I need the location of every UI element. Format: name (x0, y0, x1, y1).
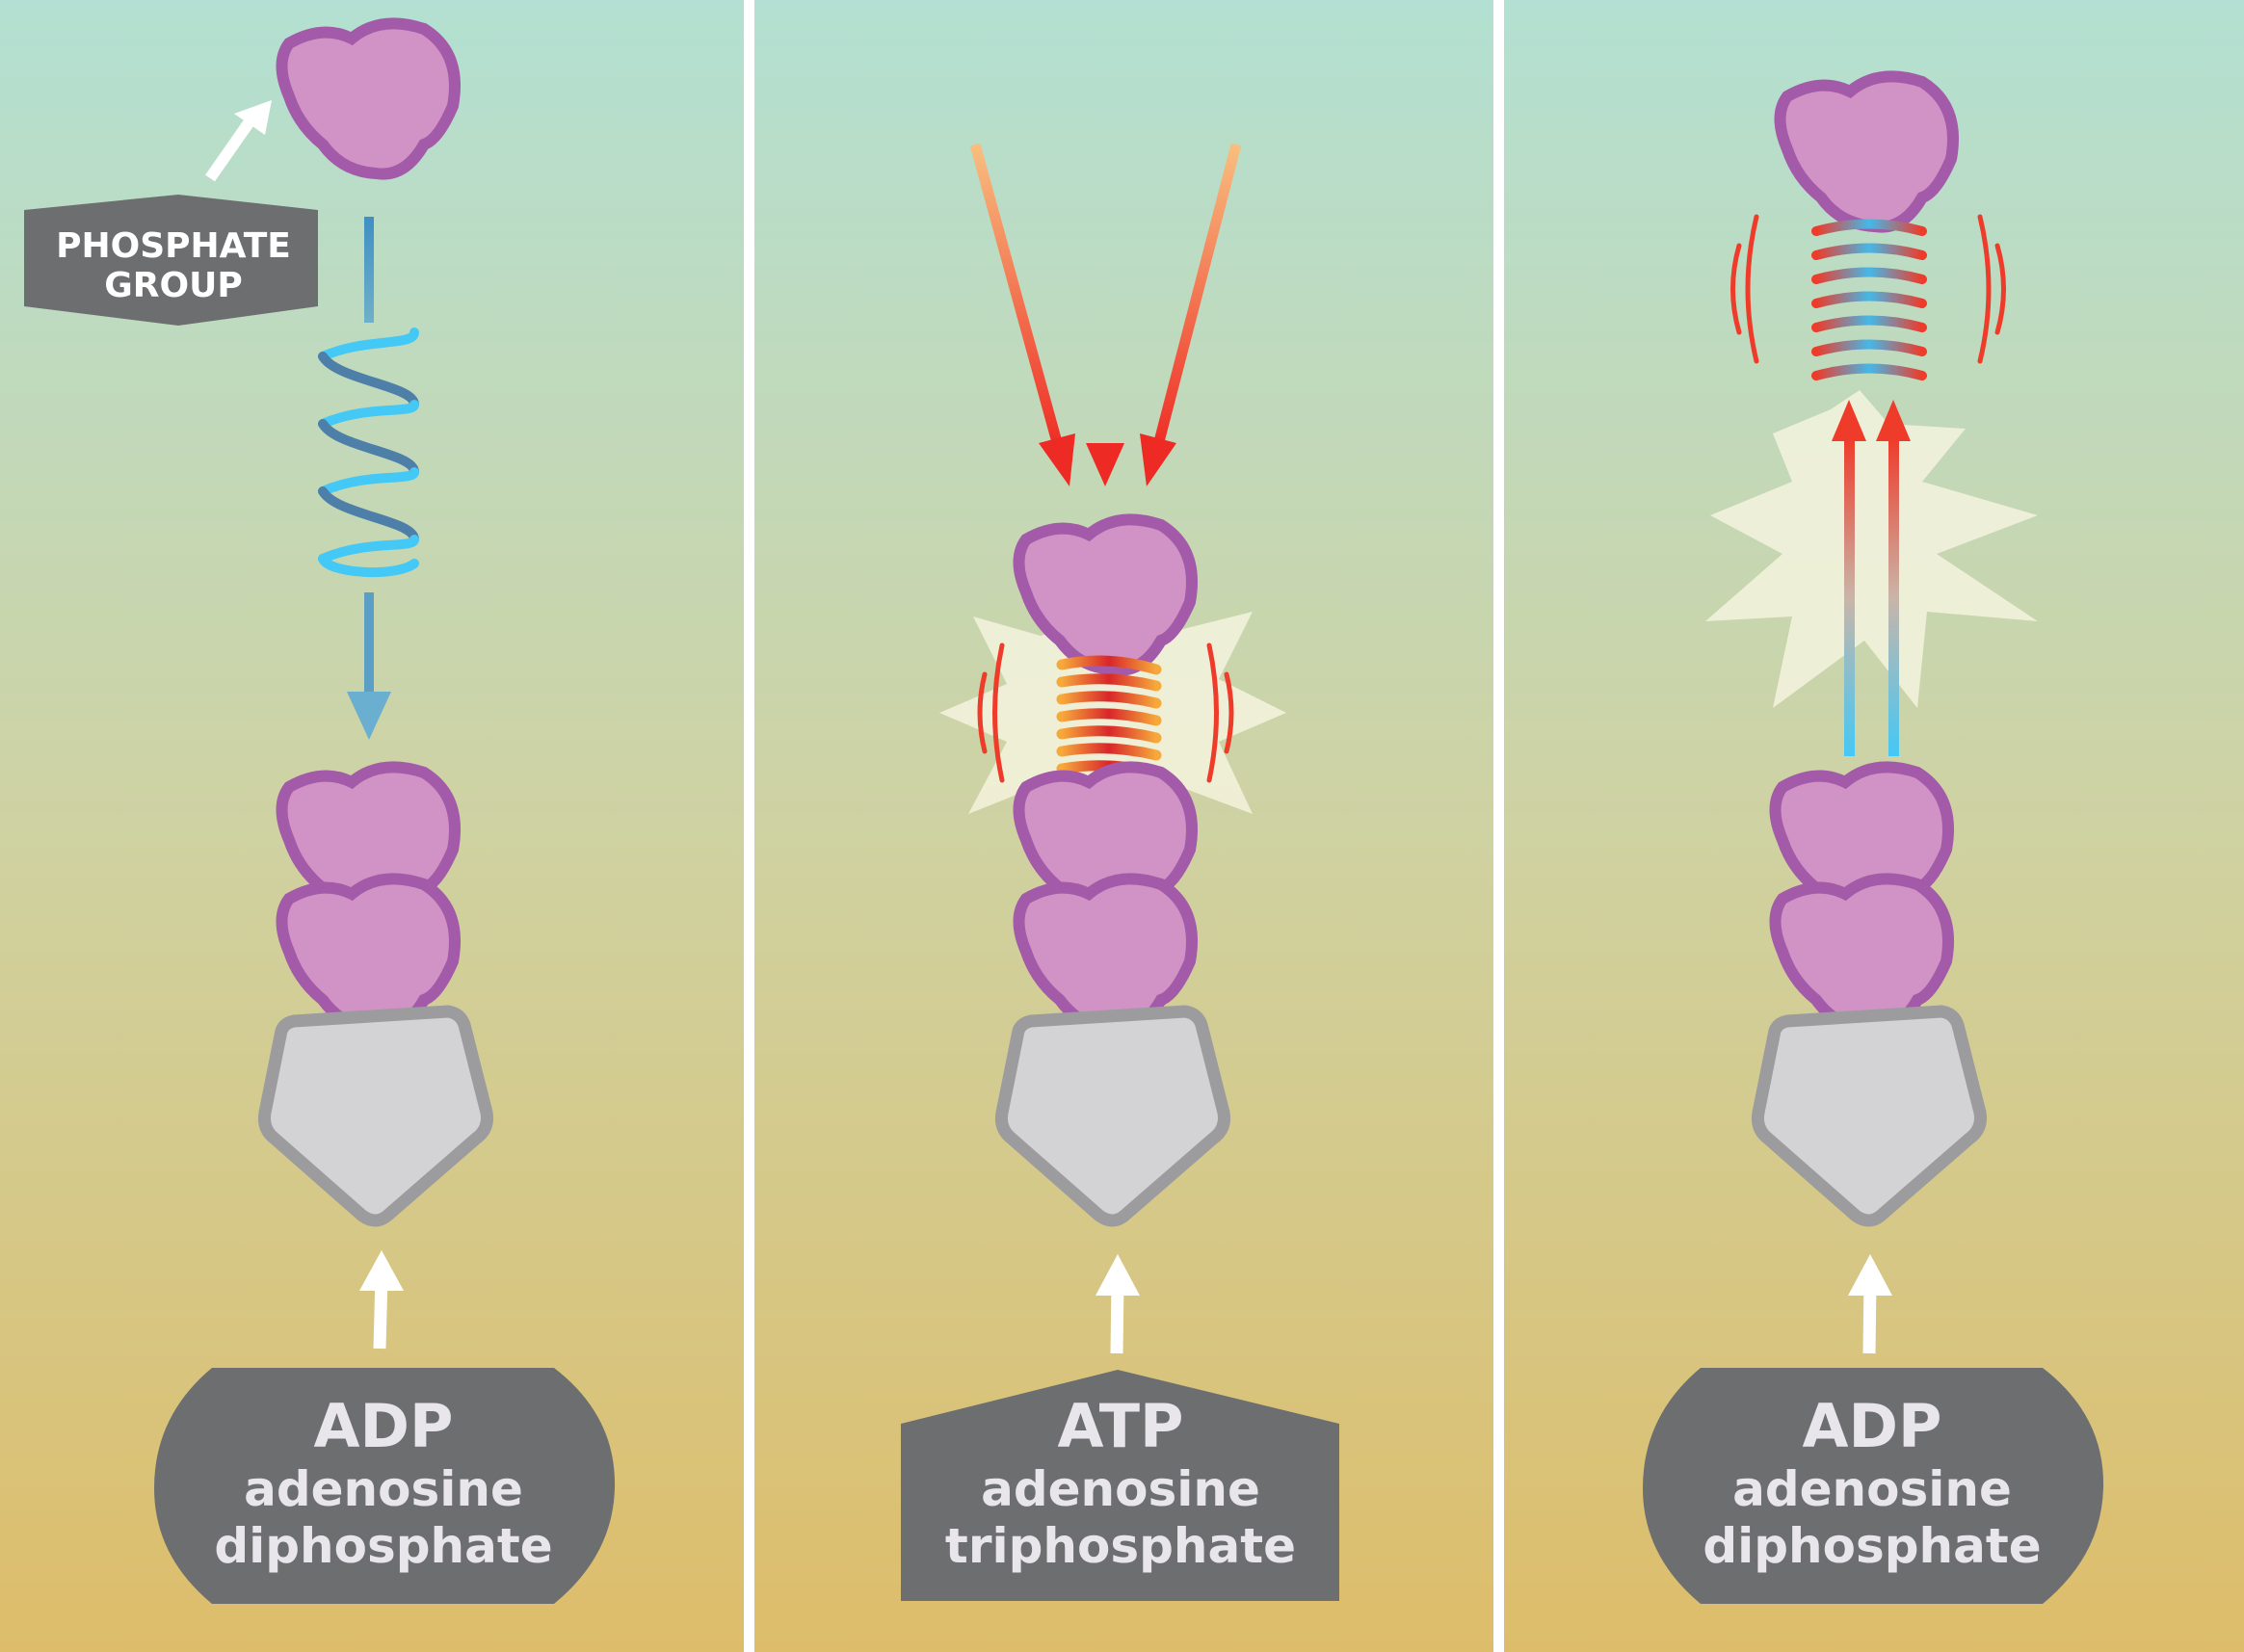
adp-label-box (154, 1368, 616, 1604)
adp-label-box (1643, 1368, 2104, 1604)
panel-3-adp: ADP adenosine diphosphate (1643, 70, 2104, 1604)
down-arrowhead (347, 692, 391, 740)
energy-input-arrows (969, 82, 1242, 486)
energy-burst (1705, 390, 2038, 708)
panel-1-line2: diphosphate (214, 1518, 552, 1574)
phosphate-group-1 (276, 873, 461, 1036)
phosphate-group-detached (276, 17, 461, 180)
spring-icon (1811, 219, 1927, 380)
panel-1-title: ADP (314, 1391, 454, 1461)
bond-rod-top (364, 217, 374, 323)
pointer-arrow (205, 114, 257, 182)
release-arrows (1832, 400, 1911, 756)
vibration-marks (977, 642, 1234, 783)
vibration-marks (1730, 214, 2006, 364)
panel-divider-1 (744, 0, 754, 1652)
panel-3-line1: adenosine (1732, 1461, 2012, 1517)
up-arrowhead (359, 1250, 404, 1291)
phosphate-group-released (1774, 70, 1959, 233)
panel-2-line2: triphosphate (945, 1518, 1296, 1574)
spring-icon (318, 328, 419, 577)
panel-1-line1: adenosine (244, 1461, 523, 1517)
panel-3-line2: diphosphate (1703, 1518, 2041, 1574)
compressed-spring-icon (1056, 655, 1162, 778)
phosphate-group-1 (1013, 873, 1198, 1036)
panel-divider-2 (1493, 0, 1504, 1652)
pointer-arrowhead (234, 100, 272, 135)
panel-2-line1: adenosine (981, 1461, 1260, 1517)
adenosine-base (258, 1005, 493, 1227)
panel-3-title: ADP (1803, 1391, 1942, 1461)
adenosine-base (1752, 1005, 1987, 1227)
phosphate-label-line1: PHOSPHATE (56, 226, 291, 266)
bond-rod-bottom (364, 592, 374, 698)
phosphate-label-line2: GROUP (104, 266, 243, 305)
phosphate-group-3 (1013, 513, 1198, 676)
up-arrowhead (1096, 1254, 1140, 1296)
panel-1-adp: PHOSPHATE GROUP ADP adenosine diphosphat… (24, 17, 616, 1604)
adenosine-base (995, 1005, 1230, 1227)
panel-2-title: ATP (1058, 1391, 1184, 1461)
up-arrowhead (1848, 1254, 1892, 1296)
atp-label-box (901, 1370, 1339, 1601)
panel-2-atp: ATP adenosine triphosphate (901, 82, 1339, 1601)
phosphate-label-box (24, 195, 318, 326)
phosphate-group-1 (1769, 873, 1954, 1036)
